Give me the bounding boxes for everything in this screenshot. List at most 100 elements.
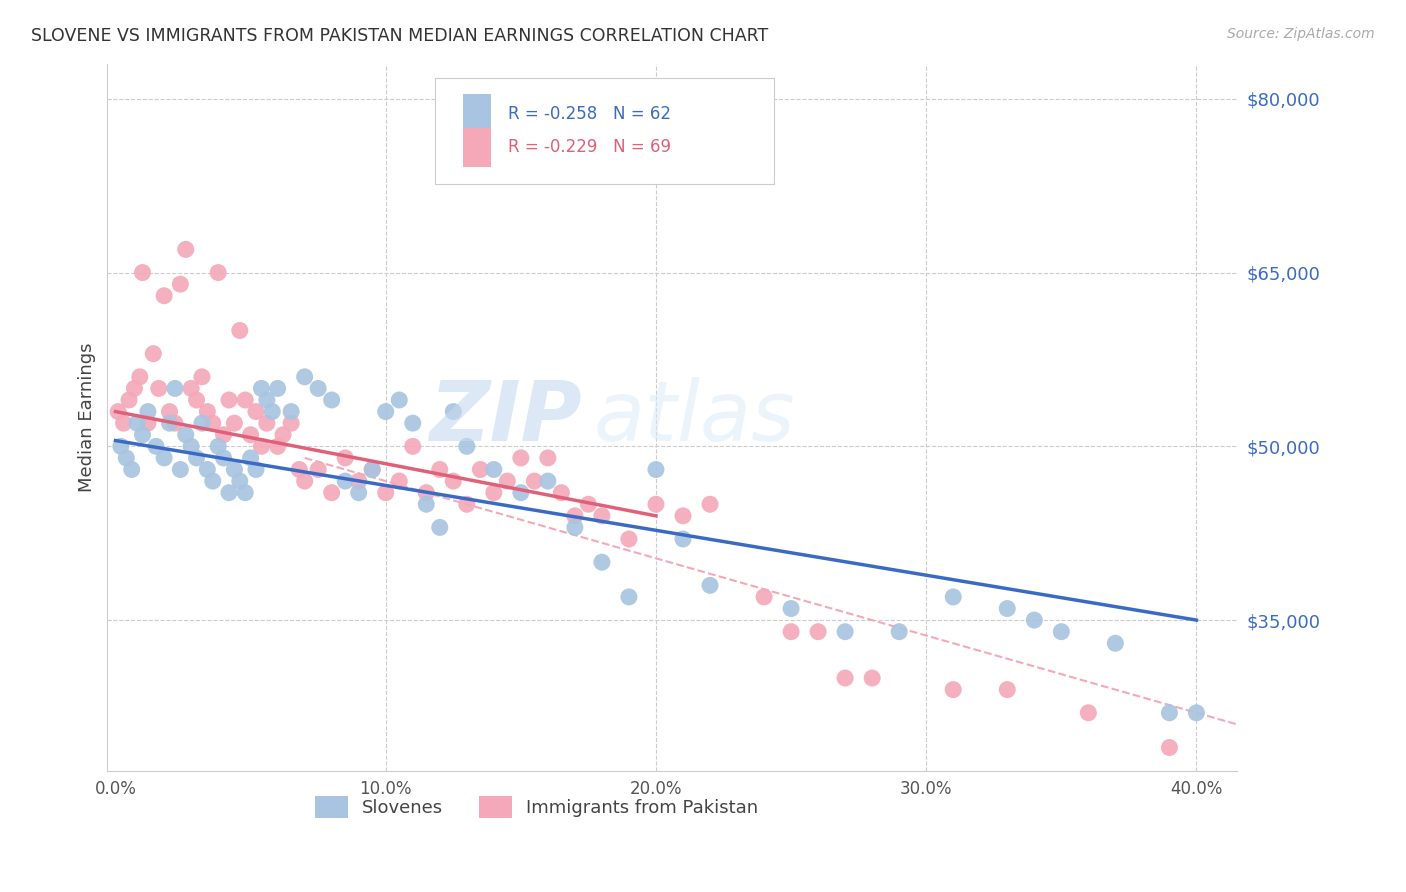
Point: [388, 392, 411, 407]
Point: [889, 624, 911, 639]
Point: [142, 346, 165, 360]
Point: [1024, 613, 1046, 627]
Point: [361, 462, 384, 476]
Point: [191, 369, 214, 384]
FancyBboxPatch shape: [434, 78, 773, 184]
Point: [509, 450, 531, 465]
Point: [470, 462, 492, 476]
Point: [224, 462, 246, 476]
Point: [537, 474, 560, 488]
Point: [288, 462, 311, 476]
Point: [294, 369, 316, 384]
Point: [186, 450, 208, 465]
Point: [564, 520, 586, 534]
Text: SLOVENE VS IMMIGRANTS FROM PAKISTAN MEDIAN EARNINGS CORRELATION CHART: SLOVENE VS IMMIGRANTS FROM PAKISTAN MEDI…: [31, 27, 768, 45]
Point: [456, 497, 478, 511]
Point: [1159, 740, 1181, 755]
Point: [145, 439, 167, 453]
Point: [564, 508, 586, 523]
Point: [153, 289, 176, 303]
Point: [942, 590, 965, 604]
Point: [201, 474, 224, 488]
Point: [645, 497, 668, 511]
Point: [180, 439, 202, 453]
Point: [307, 381, 329, 395]
Point: [239, 450, 262, 465]
Point: [523, 474, 546, 488]
Point: [239, 427, 262, 442]
Point: [441, 474, 464, 488]
Point: [112, 416, 135, 430]
Point: [456, 439, 478, 453]
Bar: [463, 128, 492, 167]
Point: [207, 266, 229, 280]
Point: [233, 485, 256, 500]
Point: [115, 450, 138, 465]
Point: [617, 590, 640, 604]
Point: [294, 474, 316, 488]
Point: [645, 462, 668, 476]
Point: [262, 404, 284, 418]
Point: [807, 624, 830, 639]
Point: [834, 624, 856, 639]
Point: [195, 462, 218, 476]
Point: [118, 392, 141, 407]
Point: [1185, 706, 1208, 720]
Legend: Slovenes, Immigrants from Pakistan: Slovenes, Immigrants from Pakistan: [308, 789, 765, 825]
Point: [280, 416, 302, 430]
Point: [482, 485, 505, 500]
Point: [250, 439, 273, 453]
Point: [617, 532, 640, 546]
Point: [429, 520, 451, 534]
Point: [576, 497, 599, 511]
Point: [256, 392, 278, 407]
Point: [159, 404, 181, 418]
Point: [321, 485, 343, 500]
Point: [174, 427, 197, 442]
Point: [388, 474, 411, 488]
Point: [186, 392, 208, 407]
Point: [780, 624, 803, 639]
Point: [224, 416, 246, 430]
Point: [1104, 636, 1126, 650]
Point: [180, 381, 202, 395]
Point: [127, 416, 149, 430]
Point: [229, 324, 252, 338]
Point: [699, 497, 721, 511]
Point: [860, 671, 883, 685]
Point: [163, 381, 186, 395]
Point: [212, 450, 235, 465]
Point: [321, 392, 343, 407]
Point: [780, 601, 803, 615]
Point: [153, 450, 176, 465]
Point: [834, 671, 856, 685]
Point: [266, 381, 288, 395]
Point: [995, 601, 1018, 615]
Point: [212, 427, 235, 442]
Point: [347, 474, 370, 488]
Point: [335, 450, 357, 465]
Point: [482, 462, 505, 476]
Point: [229, 474, 252, 488]
Point: [107, 404, 129, 418]
Point: [672, 532, 695, 546]
Point: [752, 590, 775, 604]
Point: [266, 439, 288, 453]
Point: [429, 462, 451, 476]
Point: [537, 450, 560, 465]
Point: [496, 474, 519, 488]
Point: [136, 404, 159, 418]
Point: [415, 497, 437, 511]
Point: [374, 404, 396, 418]
Bar: [463, 94, 492, 133]
Point: [218, 485, 240, 500]
Y-axis label: Median Earnings: Median Earnings: [79, 343, 96, 492]
Point: [307, 462, 329, 476]
Point: [195, 404, 218, 418]
Point: [169, 277, 191, 292]
Point: [121, 462, 143, 476]
Point: [110, 439, 132, 453]
Point: [361, 462, 384, 476]
Point: [159, 416, 181, 430]
Text: Source: ZipAtlas.com: Source: ZipAtlas.com: [1227, 27, 1375, 41]
